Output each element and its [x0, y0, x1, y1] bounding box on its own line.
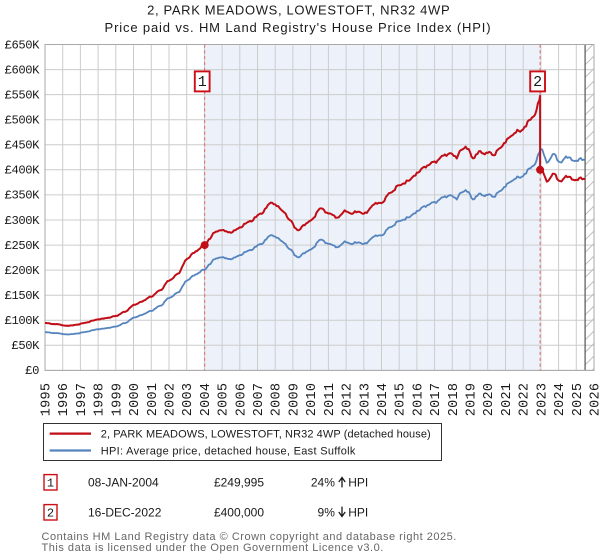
svg-text:2000: 2000 — [128, 383, 143, 417]
svg-text:9%: 9% — [318, 506, 336, 520]
svg-text:2025: 2025 — [571, 383, 586, 417]
svg-text:£249,995: £249,995 — [214, 476, 264, 490]
svg-text:2, PARK MEADOWS, LOWESTOFT, NR: 2, PARK MEADOWS, LOWESTOFT, NR32 4WP — [147, 2, 450, 17]
svg-text:£0: £0 — [25, 364, 39, 378]
svg-text:1998: 1998 — [93, 383, 108, 417]
svg-text:2004: 2004 — [199, 383, 214, 417]
svg-text:HPI: HPI — [348, 506, 368, 520]
svg-text:£250K: £250K — [5, 239, 40, 253]
svg-text:2009: 2009 — [287, 383, 302, 417]
svg-text:2022: 2022 — [518, 383, 533, 417]
svg-text:2026: 2026 — [589, 383, 600, 417]
svg-text:2023: 2023 — [535, 383, 550, 417]
svg-text:2006: 2006 — [234, 383, 249, 417]
svg-text:2024: 2024 — [553, 383, 568, 417]
svg-text:£450K: £450K — [5, 139, 40, 153]
svg-text:2: 2 — [533, 74, 542, 91]
svg-text:£150K: £150K — [5, 289, 40, 303]
svg-text:£400K: £400K — [5, 164, 40, 178]
svg-text:2001: 2001 — [146, 383, 161, 417]
svg-text:1: 1 — [47, 476, 54, 490]
svg-text:2012: 2012 — [341, 383, 356, 417]
svg-text:£550K: £550K — [5, 88, 40, 102]
svg-text:2014: 2014 — [376, 383, 391, 417]
svg-text:£50K: £50K — [12, 339, 41, 353]
svg-text:2011: 2011 — [323, 383, 338, 417]
svg-text:2010: 2010 — [305, 383, 320, 417]
svg-text:2008: 2008 — [270, 383, 285, 417]
svg-text:£600K: £600K — [5, 63, 40, 77]
svg-text:2021: 2021 — [500, 383, 515, 417]
svg-text:24%: 24% — [311, 476, 335, 490]
svg-text:16-DEC-2022: 16-DEC-2022 — [88, 506, 162, 520]
svg-text:Price paid vs. HM Land Registr: Price paid vs. HM Land Registry's House … — [105, 20, 492, 35]
svg-text:£100K: £100K — [5, 314, 40, 328]
svg-text:2020: 2020 — [482, 383, 497, 417]
svg-text:08-JAN-2004: 08-JAN-2004 — [88, 476, 159, 490]
svg-text:2017: 2017 — [429, 383, 444, 417]
svg-text:£200K: £200K — [5, 264, 40, 278]
svg-text:2019: 2019 — [465, 383, 480, 417]
svg-text:2, PARK MEADOWS, LOWESTOFT, NR: 2, PARK MEADOWS, LOWESTOFT, NR32 4WP (de… — [101, 429, 431, 441]
svg-text:HPI: Average price, detached h: HPI: Average price, detached house, East… — [101, 446, 356, 458]
svg-text:1996: 1996 — [57, 383, 72, 417]
svg-text:2005: 2005 — [217, 383, 232, 417]
svg-text:2: 2 — [47, 506, 54, 520]
svg-text:2015: 2015 — [394, 383, 409, 417]
svg-text:£400,000: £400,000 — [214, 506, 264, 520]
svg-text:£350K: £350K — [5, 189, 40, 203]
svg-text:HPI: HPI — [348, 476, 368, 490]
svg-text:1: 1 — [198, 74, 207, 91]
svg-text:2002: 2002 — [164, 383, 179, 417]
svg-text:Contains HM Land Registry data: Contains HM Land Registry data © Crown c… — [42, 531, 457, 543]
svg-text:This data is licensed under th: This data is licensed under the Open Gov… — [42, 542, 384, 554]
svg-text:2007: 2007 — [252, 383, 267, 417]
svg-text:2018: 2018 — [447, 383, 462, 417]
svg-text:£300K: £300K — [5, 214, 40, 228]
svg-text:1995: 1995 — [40, 383, 55, 417]
svg-text:£650K: £650K — [5, 38, 40, 52]
svg-text:£500K: £500K — [5, 114, 40, 128]
svg-text:2003: 2003 — [181, 383, 196, 417]
svg-text:2013: 2013 — [358, 383, 373, 417]
svg-text:2016: 2016 — [411, 383, 426, 417]
svg-text:1999: 1999 — [110, 383, 125, 417]
svg-text:1997: 1997 — [75, 383, 90, 417]
